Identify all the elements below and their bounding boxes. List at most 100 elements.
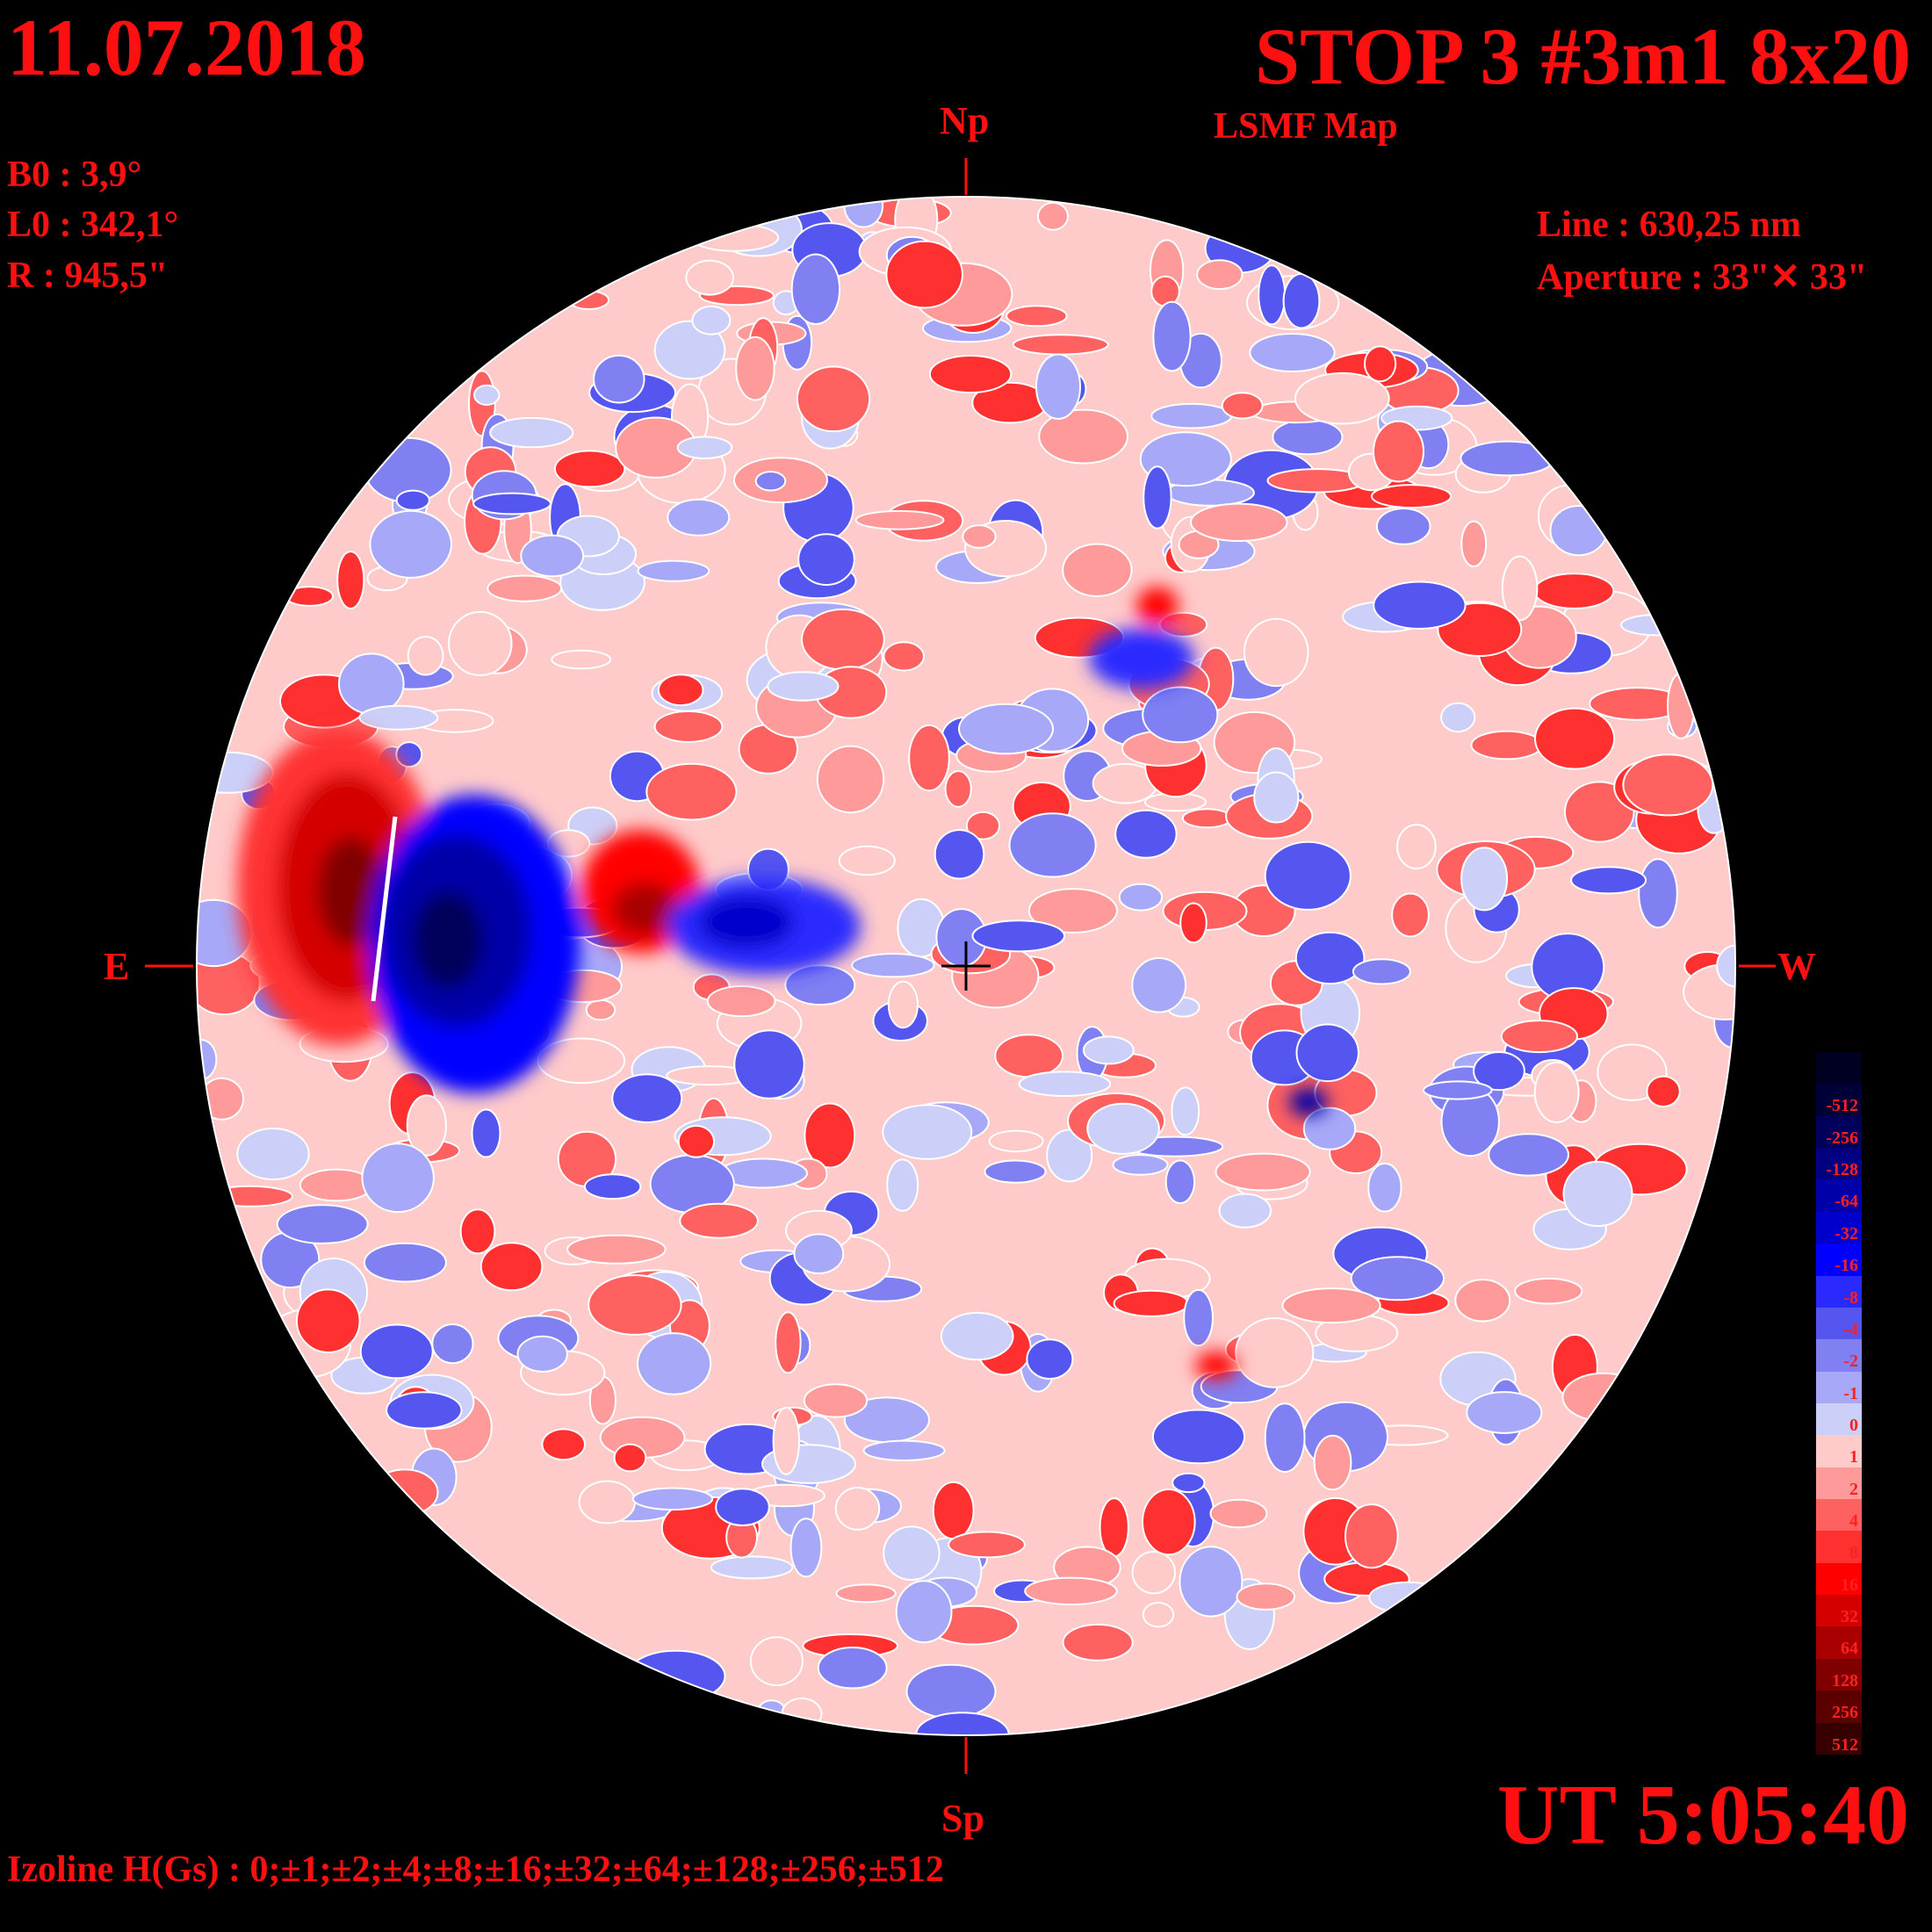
spectral-line: Line : 630,25 nm [1537, 205, 1802, 245]
field-blob [363, 1242, 447, 1283]
field-blob [775, 1311, 802, 1374]
field-blob [1264, 1402, 1306, 1473]
colorbar-label: 128 [1832, 1670, 1858, 1690]
field-blob [1264, 840, 1352, 911]
field-blob [551, 649, 612, 670]
colorbar-level: -512 [1816, 1084, 1862, 1116]
field-blob [1152, 300, 1192, 372]
colorbar-level: 128 [1816, 1658, 1862, 1691]
field-blob [797, 533, 855, 586]
field-blob [796, 365, 871, 433]
field-blob [1221, 392, 1264, 420]
mottled-field-layer [197, 197, 1735, 1735]
field-blob [1179, 902, 1208, 944]
field-blob [1113, 1289, 1189, 1317]
field-blob [1118, 883, 1164, 912]
colorbar-label: 32 [1841, 1607, 1858, 1627]
field-blob [804, 1102, 856, 1169]
field-blob [1281, 1287, 1381, 1324]
field-blob [1423, 1080, 1493, 1100]
magnetogram [197, 197, 1735, 1735]
field-blob [1570, 866, 1647, 895]
field-blob [359, 1323, 434, 1380]
field-blob [1350, 1256, 1445, 1301]
field-blob [1549, 505, 1608, 557]
field-blob [1151, 1409, 1246, 1465]
field-blob [789, 1517, 823, 1578]
field-blob [934, 829, 985, 880]
colorbar-level: -64 [1816, 1179, 1862, 1212]
colorbar-label: 4 [1849, 1511, 1858, 1532]
field-blob [1249, 333, 1336, 372]
field-blob [1062, 1623, 1134, 1662]
field-blob [199, 1077, 244, 1121]
field-blob [691, 305, 732, 335]
colorbar-level: -256 [1816, 1115, 1862, 1149]
field-blob [754, 471, 787, 492]
field-blob [338, 652, 405, 715]
field-blob [862, 1439, 946, 1462]
field-blob [940, 1311, 1014, 1361]
field-blob [816, 745, 885, 814]
field-blob [1038, 408, 1128, 465]
field-blob [369, 509, 453, 579]
field-blob [1500, 1020, 1579, 1054]
colorbar-label: -64 [1835, 1192, 1858, 1212]
field-blob [908, 724, 950, 792]
field-blob [645, 762, 738, 821]
field-blob [715, 1488, 770, 1526]
field-blob [679, 1202, 759, 1239]
field-blob [1112, 1154, 1169, 1176]
field-blob [895, 1580, 953, 1644]
field-blob [1646, 1075, 1681, 1108]
field-blob [962, 524, 997, 549]
field-blob [568, 290, 610, 311]
field-blob [1171, 1472, 1206, 1494]
field-blob [487, 574, 563, 602]
field-blob [585, 998, 616, 1021]
field-blob [386, 1391, 463, 1430]
field-blob [851, 953, 935, 978]
field-blob [1488, 1133, 1569, 1177]
field-blob [1313, 1434, 1352, 1491]
field-blob [965, 811, 1001, 840]
field-blob [733, 1029, 805, 1099]
field-blob [1183, 1288, 1214, 1347]
colorbar-label: -128 [1826, 1160, 1858, 1180]
colorbar-label: 0 [1849, 1415, 1858, 1435]
field-blob [1026, 1338, 1074, 1381]
field-blob [553, 450, 626, 488]
colorbar-level: -16 [1816, 1244, 1862, 1276]
field-blob [790, 253, 841, 325]
field-blob [611, 1073, 683, 1123]
field-blob [1258, 264, 1287, 326]
field-blob [637, 1332, 712, 1395]
colorbar-level: -4 [1816, 1307, 1862, 1340]
south-pole-label: Sp [941, 1797, 984, 1840]
field-blob [653, 710, 724, 743]
field-blob [1035, 353, 1081, 420]
field-blob [1142, 1489, 1196, 1556]
field-blob [1024, 1576, 1118, 1606]
north-negative-patch [1089, 628, 1194, 689]
field-blob [932, 1481, 975, 1540]
colorbar-level: 8 [1816, 1531, 1862, 1563]
field-blob [817, 1647, 888, 1690]
field-blob [588, 1274, 682, 1336]
field-blob [1131, 957, 1187, 1013]
colorbar-label: -16 [1835, 1256, 1858, 1276]
field-blob [1391, 892, 1430, 938]
field-blob [472, 492, 551, 515]
field-blob [994, 1034, 1064, 1078]
field-blob [948, 1531, 1026, 1559]
field-blob [677, 1125, 716, 1158]
field-blob [1243, 617, 1309, 688]
colorbar-level: 4 [1816, 1499, 1862, 1532]
field-blob [928, 355, 1013, 393]
field-blob [1622, 753, 1714, 817]
field-blob [541, 1428, 587, 1461]
east-label: E [104, 945, 130, 988]
colorbar-label: -8 [1843, 1287, 1858, 1308]
field-blob [1364, 345, 1397, 383]
colorbar-level: -2 [1816, 1339, 1862, 1372]
